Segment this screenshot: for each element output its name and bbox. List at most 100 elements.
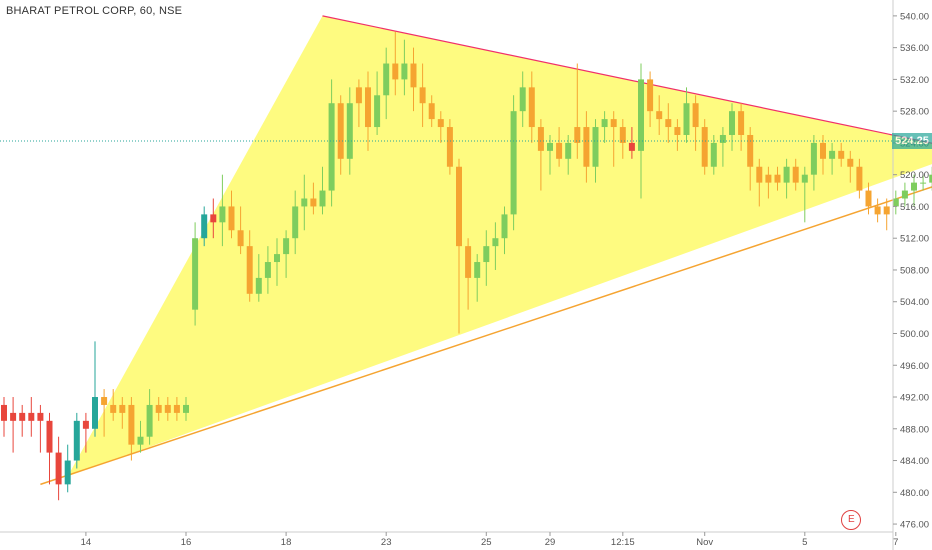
candle <box>255 254 262 302</box>
candle <box>701 119 708 175</box>
candle-body <box>346 103 353 159</box>
candle <box>865 182 872 215</box>
candle-body <box>829 150 836 159</box>
candle-body <box>638 79 644 151</box>
candle-body <box>601 119 608 128</box>
candle-body <box>274 254 280 263</box>
candle <box>465 238 472 310</box>
candle-body <box>264 262 271 278</box>
price-tick-label: 504.00 <box>900 297 929 308</box>
candle-body <box>419 87 426 104</box>
time-axis[interactable]: 14 16 18 23 25 29 12:15 Nov 5 7 <box>81 532 899 548</box>
earnings-event-icon[interactable]: E <box>841 510 862 530</box>
candle-body <box>110 404 117 413</box>
trend-drawings[interactable] <box>40 15 932 486</box>
candle-body <box>28 412 35 421</box>
candle-body <box>10 412 17 421</box>
candle-body <box>310 198 317 207</box>
candle-body <box>319 190 326 207</box>
candle <box>146 389 153 445</box>
candle <box>883 198 890 231</box>
candle-body <box>255 277 262 294</box>
price-tick-label: 536.00 <box>900 43 929 54</box>
candle-body <box>547 142 553 151</box>
candle-body <box>820 142 826 159</box>
candle <box>101 389 108 437</box>
candle-body <box>610 119 617 128</box>
candle <box>501 206 508 255</box>
current-price-badge: 524.25 <box>892 132 932 149</box>
candle-body <box>428 103 435 120</box>
candle-body <box>792 166 799 183</box>
candle-body <box>164 404 171 413</box>
candle <box>847 150 854 183</box>
candle-body <box>383 63 390 96</box>
price-tick-label: 488.00 <box>900 424 929 435</box>
candle <box>456 158 462 334</box>
candle-body <box>365 87 371 128</box>
candle-body <box>583 127 590 167</box>
candle-body <box>628 142 635 151</box>
candle <box>619 119 626 159</box>
candle-body <box>456 166 462 247</box>
candle <box>492 222 499 270</box>
candle <box>747 127 754 191</box>
price-tick-label: 484.00 <box>900 456 929 467</box>
price-tick-label: 540.00 <box>900 11 929 22</box>
candle-body <box>192 238 199 310</box>
candle-body <box>283 238 290 255</box>
candle <box>201 206 208 247</box>
candle-body <box>683 103 690 135</box>
candle <box>374 71 381 135</box>
candle-body <box>865 190 872 207</box>
candle-body <box>19 412 26 421</box>
candles-layer <box>1 31 932 501</box>
candle-body <box>55 452 62 485</box>
candle-body <box>774 174 781 183</box>
price-tick-label: 516.00 <box>900 202 929 213</box>
candle <box>638 63 644 199</box>
candle-body <box>874 206 881 215</box>
candle-body <box>574 127 581 143</box>
candle <box>920 174 927 191</box>
candle <box>892 190 899 215</box>
candle-body <box>392 63 399 80</box>
candle-body <box>656 111 663 120</box>
candle-body <box>729 111 735 135</box>
candle-body <box>210 214 217 223</box>
candle-body <box>838 150 845 159</box>
candle <box>237 206 244 255</box>
candle <box>446 119 453 175</box>
candle-body <box>128 404 135 445</box>
candle <box>674 119 681 151</box>
candle-body <box>892 198 899 207</box>
candle-body <box>401 63 408 80</box>
candle-body <box>510 111 517 215</box>
time-tick-label: Nov <box>696 537 713 548</box>
price-tick-label: 528.00 <box>900 107 929 118</box>
candle <box>28 397 35 437</box>
candle <box>292 190 299 255</box>
candle-body <box>1 404 7 421</box>
candle-body <box>410 63 417 88</box>
candle-body <box>556 142 563 159</box>
candle-body <box>73 420 80 461</box>
candle <box>437 111 444 143</box>
candle-body <box>901 190 908 199</box>
candle-body <box>738 111 745 135</box>
candle <box>283 230 290 278</box>
time-tick-label: 12:15 <box>611 537 635 548</box>
candle <box>246 230 253 302</box>
candle <box>801 166 808 223</box>
candle-body <box>592 127 599 167</box>
price-tick-label: 508.00 <box>900 265 929 276</box>
candle-body <box>756 166 763 183</box>
price-tick-label: 500.00 <box>900 329 929 340</box>
candle <box>392 31 399 96</box>
candle <box>710 134 717 175</box>
candle-body <box>692 103 699 128</box>
candle-body <box>565 142 572 159</box>
time-tick-label: 16 <box>181 537 192 548</box>
